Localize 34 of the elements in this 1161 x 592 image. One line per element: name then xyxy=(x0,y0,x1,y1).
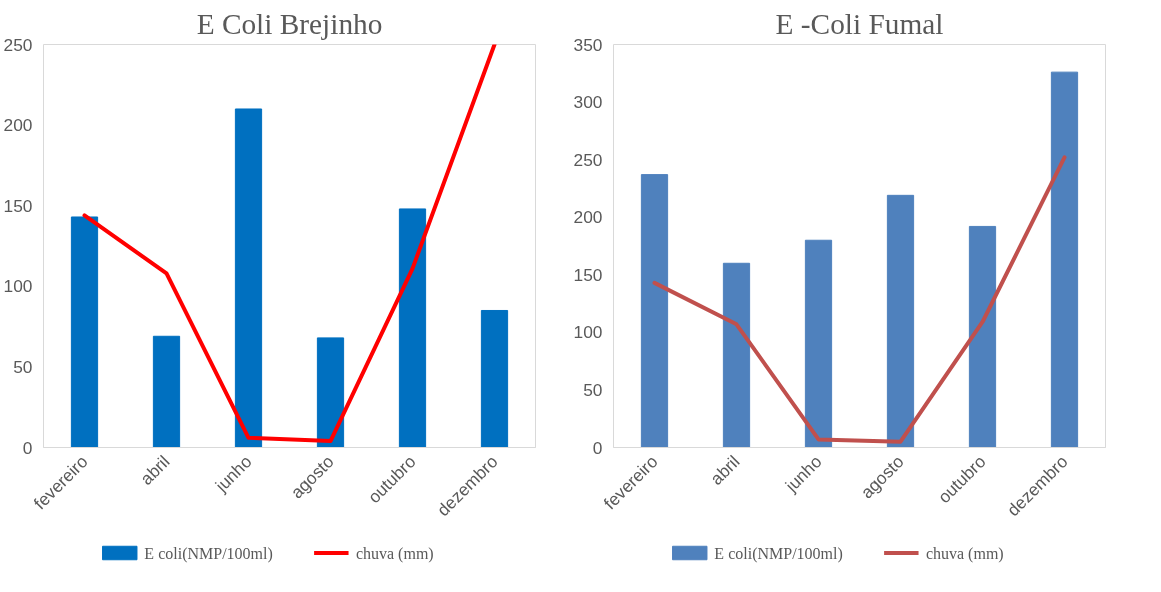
y-tick-label: 250 xyxy=(573,149,603,170)
bar xyxy=(640,174,669,448)
chart-title: E -Coli Fumal xyxy=(775,7,944,40)
bar xyxy=(1050,71,1079,448)
y-tick-label: 100 xyxy=(573,322,603,343)
y-tick-label: 50 xyxy=(13,356,33,377)
bar xyxy=(234,108,263,448)
bar xyxy=(804,239,833,448)
y-tick-label: 150 xyxy=(3,195,33,216)
chart-title: E Coli Brejinho xyxy=(196,7,383,40)
bar xyxy=(968,225,997,448)
y-tick-label: 100 xyxy=(3,276,33,297)
bar xyxy=(722,262,751,448)
y-tick-label: 0 xyxy=(592,437,603,458)
legend-label: E coli(NMP/100ml) xyxy=(714,544,843,563)
y-tick-label: 50 xyxy=(583,379,603,400)
y-tick-label: 300 xyxy=(573,92,603,113)
y-tick-label: 350 xyxy=(573,34,603,55)
line-series xyxy=(82,44,497,444)
y-tick-label: 200 xyxy=(3,115,33,136)
bar xyxy=(886,194,915,448)
y-tick-label: 0 xyxy=(22,437,33,458)
y-tick-label: 150 xyxy=(573,264,603,285)
line-series xyxy=(652,155,1067,444)
bar xyxy=(316,337,345,448)
bar xyxy=(398,208,427,448)
y-tick-label: 250 xyxy=(3,34,33,55)
y-tick-label: 200 xyxy=(573,207,603,228)
legend-label: E coli(NMP/100ml) xyxy=(144,544,273,563)
legend-label: chuva (mm) xyxy=(925,544,1004,563)
bar xyxy=(70,216,99,448)
legend-label: chuva (mm) xyxy=(355,544,434,563)
bar xyxy=(152,335,181,448)
bar xyxy=(480,309,509,448)
